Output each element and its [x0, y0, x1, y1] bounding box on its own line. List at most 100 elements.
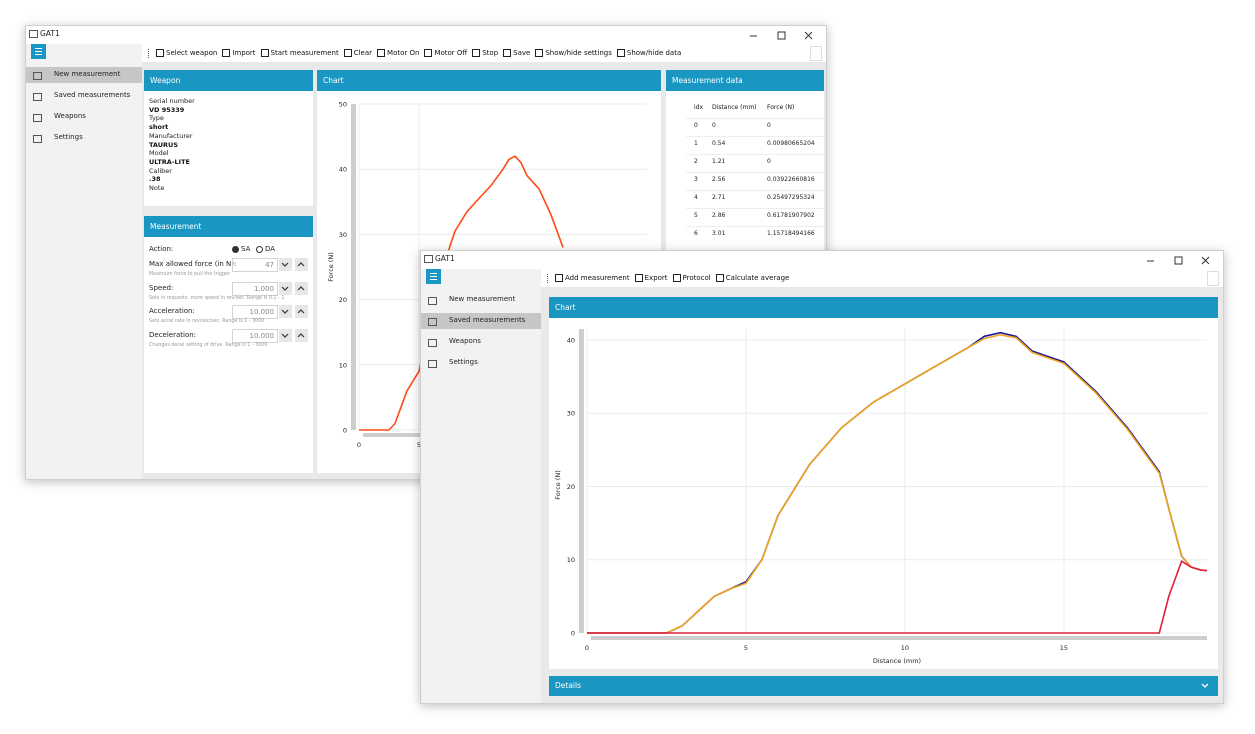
- toolbar-button[interactable]: Show/hide data: [616, 49, 682, 57]
- toolbar-label: Protocol: [682, 274, 711, 282]
- cell: 0.03922660816: [767, 176, 815, 183]
- menu-item[interactable]: New measurement: [26, 67, 142, 83]
- menu-label: Settings: [54, 133, 83, 141]
- x-tick-label: 5: [417, 441, 421, 449]
- radio[interactable]: [256, 246, 263, 253]
- menu-item[interactable]: Weapons: [26, 109, 142, 125]
- y-tick-label: 40: [567, 336, 575, 344]
- window-controls[interactable]: [1139, 253, 1219, 269]
- spin-down[interactable]: [279, 258, 292, 271]
- expand-chevron[interactable]: [1200, 681, 1210, 691]
- window-title: GAT1: [40, 29, 60, 38]
- toolbar-icon: [260, 49, 269, 57]
- cell: 0: [767, 158, 771, 165]
- spin-down[interactable]: [279, 305, 292, 318]
- radio[interactable]: [232, 246, 239, 253]
- app-icon: [424, 255, 433, 263]
- spin-down[interactable]: [279, 281, 292, 295]
- cell: 0.25497295324: [767, 194, 815, 201]
- input-box[interactable]: 10.000: [232, 305, 278, 319]
- front-window: GAT1 New measurement Saved measurements Wea…: [420, 250, 1224, 704]
- toolbar-button[interactable]: Add measurement: [555, 274, 630, 282]
- toolbar-icon: [222, 49, 231, 57]
- x-axis-label: Distance (mm): [873, 657, 921, 665]
- spin-up[interactable]: [295, 328, 308, 342]
- toolbar-button[interactable]: Calculate average: [715, 274, 789, 282]
- y-tick-label: 20: [567, 483, 575, 491]
- row-separator: [686, 172, 824, 173]
- spin-up[interactable]: [295, 281, 308, 295]
- toolbar-button[interactable]: Motor Off: [424, 49, 467, 57]
- menu-item[interactable]: New measurement: [421, 292, 541, 308]
- radio-label: DA: [265, 245, 276, 253]
- column-header: idx: [694, 104, 704, 111]
- measurement-panel: Measurement Action: SA DA Max allowed force …: [144, 216, 313, 473]
- toolbar-button[interactable]: Select weapon: [156, 49, 217, 57]
- toolbar-label: Show/hide data: [626, 49, 682, 57]
- spin-up[interactable]: [295, 305, 308, 318]
- toolbar-icon: [535, 49, 544, 57]
- y-tick-label: 10: [567, 556, 575, 564]
- toolbar-dropdown[interactable]: [1207, 271, 1219, 286]
- toolbar-button[interactable]: Export: [634, 274, 668, 282]
- row-separator: [686, 190, 824, 191]
- toolbar-button[interactable]: Import: [222, 49, 256, 57]
- y-tick-label: 40: [339, 166, 347, 174]
- toolbar-button[interactable]: Show/hide settings: [535, 49, 612, 57]
- cell: 0: [712, 122, 716, 129]
- spin-up[interactable]: [295, 258, 308, 271]
- input-box[interactable]: 1.000: [232, 281, 278, 296]
- input-value: 10.000: [249, 308, 275, 316]
- toolbar-icon: [555, 274, 563, 282]
- menu-item[interactable]: Weapons: [421, 334, 541, 350]
- y-tick-label: 10: [339, 361, 347, 369]
- hamburger-bar: [35, 51, 42, 52]
- cell: 4: [694, 194, 698, 201]
- menu-item[interactable]: Saved measurements: [421, 313, 541, 329]
- cell: 1: [694, 140, 698, 147]
- toolbar-icon: [156, 49, 164, 57]
- toolbar-button[interactable]: Start measurement: [260, 49, 339, 57]
- row-separator: [686, 226, 824, 227]
- field-label: Manufacturer: [149, 131, 193, 140]
- row-separator: [686, 136, 824, 137]
- toolbar-icon: [377, 49, 386, 57]
- cell: 2.86: [712, 212, 726, 219]
- toolbar-icon: [634, 274, 643, 282]
- toolbar-button[interactable]: Save: [503, 49, 530, 57]
- cell: 3: [694, 176, 698, 183]
- sidebar: [26, 44, 142, 479]
- toolbar-grip: [547, 273, 549, 283]
- y-tick-label: 50: [339, 101, 347, 109]
- panel-header: Weapon: [144, 70, 313, 91]
- menu-icon: [33, 93, 42, 101]
- toolbar-button[interactable]: Stop: [472, 49, 498, 57]
- toolbar-button[interactable]: Motor On: [377, 49, 419, 57]
- chart: 0 10 20 30 40 0 5 10 15 Force (N) Distance (mm): [554, 329, 1208, 665]
- cell: 2: [694, 158, 698, 165]
- maximize: [1174, 256, 1183, 265]
- menu-icon: [33, 135, 42, 143]
- toolbar-dropdown[interactable]: [810, 46, 822, 61]
- input-box[interactable]: 47: [232, 258, 278, 272]
- toolbar-icon: [672, 274, 681, 282]
- y-axis-label: Force (N): [327, 252, 335, 282]
- cell: 0: [767, 122, 771, 129]
- field-hint: Changes decel setting of drive. Range is…: [149, 342, 268, 348]
- field-label: Max allowed force (in N):: [149, 260, 237, 268]
- menu-item[interactable]: Settings: [421, 355, 541, 371]
- toolbar-icon: [343, 49, 352, 57]
- window-controls[interactable]: [742, 28, 822, 44]
- y-tick-label: 0: [571, 630, 575, 638]
- toolbar-button[interactable]: Clear: [343, 49, 372, 57]
- x-tick-label: 0: [357, 441, 361, 449]
- cell: 0.54: [712, 140, 726, 147]
- menu-item[interactable]: Settings: [26, 130, 142, 146]
- field-value: TAURUS: [149, 140, 179, 149]
- toolbar-button[interactable]: Protocol: [672, 274, 711, 282]
- input-box[interactable]: 10.000: [232, 328, 278, 343]
- row-separator: [686, 118, 824, 119]
- menu-item[interactable]: Saved measurements: [26, 88, 142, 104]
- spin-down[interactable]: [279, 328, 292, 342]
